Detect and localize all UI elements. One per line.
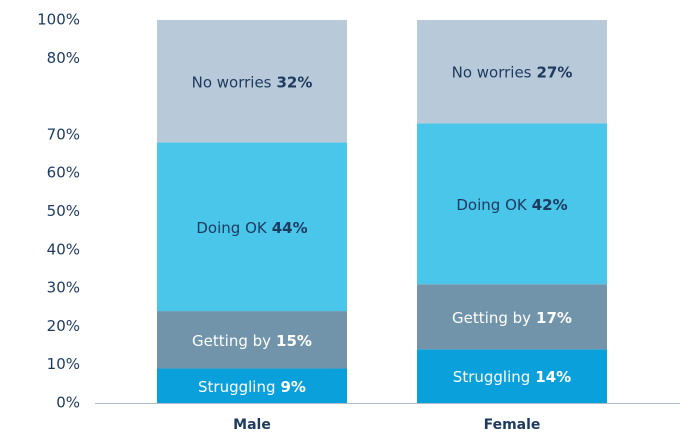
bar-segment bbox=[157, 20, 347, 143]
segment-value: 15% bbox=[276, 331, 312, 349]
segment-name: Getting by bbox=[452, 308, 531, 326]
segment-value: 32% bbox=[277, 73, 313, 91]
segment-label: Getting by 15% bbox=[192, 331, 312, 349]
segment-label: Struggling 9% bbox=[198, 377, 306, 395]
segment-label: Doing OK 42% bbox=[456, 195, 567, 213]
segment-value: 14% bbox=[535, 368, 571, 386]
segment-label: Struggling 14% bbox=[453, 368, 571, 386]
bar-segment bbox=[157, 368, 347, 403]
x-tick-label: Female bbox=[484, 417, 541, 433]
segment-value: 44% bbox=[272, 218, 308, 236]
segment-name: No worries bbox=[192, 73, 272, 91]
segment-value: 9% bbox=[281, 377, 306, 395]
y-tick-label: 70% bbox=[47, 125, 80, 143]
bar-segment bbox=[417, 20, 607, 124]
y-tick-label: 50% bbox=[47, 202, 80, 220]
segment-label: Doing OK 44% bbox=[196, 218, 307, 236]
segment-name: Doing OK bbox=[196, 218, 267, 236]
y-tick-label: 40% bbox=[47, 240, 80, 258]
y-tick-label: 80% bbox=[47, 49, 80, 67]
bar-segment bbox=[417, 123, 607, 285]
bar-segment bbox=[417, 284, 607, 350]
x-tick-label: Male bbox=[233, 417, 271, 433]
segment-label: Getting by 17% bbox=[452, 308, 572, 326]
segment-name: Struggling bbox=[198, 377, 275, 395]
segment-name: Struggling bbox=[453, 368, 530, 386]
segment-name: Getting by bbox=[192, 331, 271, 349]
y-tick-label: 100% bbox=[37, 11, 80, 29]
bar-segment bbox=[157, 311, 347, 369]
segment-name: Doing OK bbox=[456, 195, 527, 213]
y-tick-label: 30% bbox=[47, 279, 80, 297]
bar-segment bbox=[417, 349, 607, 403]
segment-label: No worries 32% bbox=[192, 73, 313, 91]
segment-label: No worries 27% bbox=[452, 63, 573, 81]
segment-value: 27% bbox=[537, 63, 573, 81]
y-tick-label: 10% bbox=[47, 355, 80, 373]
segment-name: No worries bbox=[452, 63, 532, 81]
segment-value: 42% bbox=[532, 195, 568, 213]
y-tick-label: 20% bbox=[47, 317, 80, 335]
y-tick-label: 60% bbox=[47, 164, 80, 182]
y-tick-label: 0% bbox=[56, 394, 80, 412]
segment-value: 17% bbox=[536, 308, 572, 326]
bar-segment bbox=[157, 142, 347, 312]
